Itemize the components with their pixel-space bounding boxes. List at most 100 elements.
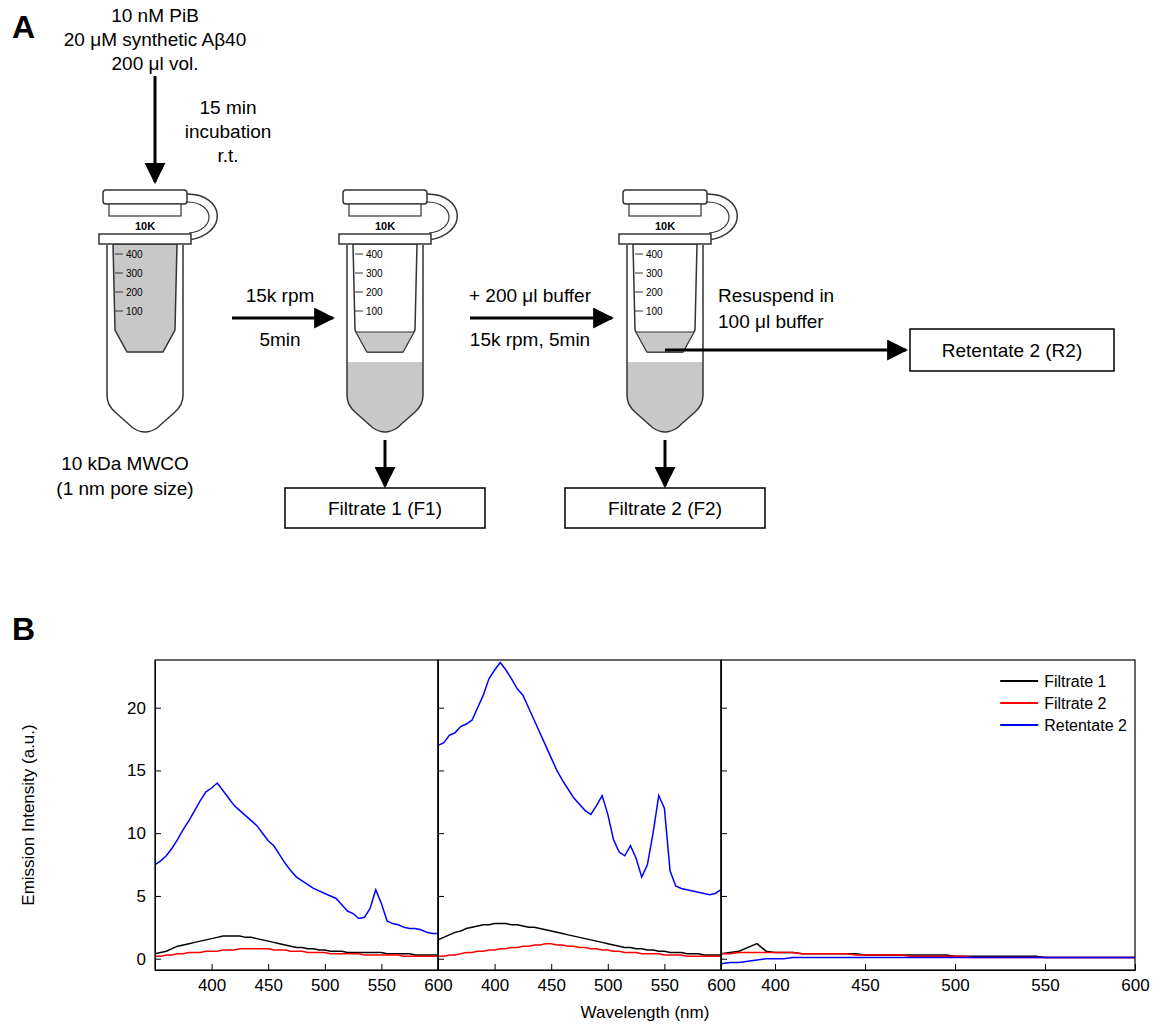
x-axis: 400450500550600 (439, 964, 736, 995)
tube-hinge (707, 194, 737, 240)
y-tick (438, 833, 444, 834)
y-tick-mark (721, 959, 727, 960)
x-tick-label: 550 (1031, 976, 1059, 995)
arrow (154, 76, 157, 182)
line-series (438, 663, 721, 895)
arrow (470, 317, 612, 320)
tube-cap (349, 204, 421, 216)
y-tick-mark (155, 833, 161, 834)
legend-label: Retentate 2 (1044, 717, 1127, 734)
tube-rim (339, 234, 431, 244)
y-tick (438, 959, 444, 960)
y-axis-line (155, 661, 156, 971)
y-tick: 0 (137, 950, 161, 969)
y-tick-mark (721, 896, 727, 897)
x-tick-label: 400 (761, 976, 789, 995)
y-tick-label: 0 (137, 950, 146, 969)
graduation: 400 (366, 249, 383, 260)
graduation-mark (115, 273, 123, 274)
label: + 200 μl buffer (469, 285, 592, 306)
x-tick-label: 500 (941, 976, 969, 995)
box (910, 329, 1114, 371)
y-tick: 10 (127, 824, 161, 843)
tube-cap (343, 190, 427, 204)
y-tick-mark (721, 708, 727, 709)
graduation: 200 (126, 287, 143, 298)
tube-body (627, 245, 703, 432)
label: 10 kDa MWCO (61, 453, 189, 474)
graduation-mark (115, 292, 123, 293)
label: 200 μl vol. (112, 53, 199, 74)
tube-label: 10K (375, 220, 395, 232)
tube-hinge (427, 202, 449, 233)
panel-a: A10 nM PiB20 μM synthetic Aβ40200 μl vol… (12, 5, 1114, 528)
filter-insert (113, 244, 177, 352)
line-series (438, 924, 721, 955)
tube-outline (107, 245, 183, 432)
x-tick: 450 (255, 964, 283, 995)
y-tick-mark (438, 959, 444, 960)
x-tick: 550 (1031, 964, 1059, 995)
y-tick-mark (155, 770, 161, 771)
x-tick-label: 600 (1121, 976, 1149, 995)
y-tick-mark (721, 833, 727, 834)
label: (1 nm pore size) (56, 478, 193, 499)
filtrate-liquid (347, 362, 423, 432)
x-tick-label: 600 (424, 976, 452, 995)
x-tick-label: 450 (538, 976, 566, 995)
x-tick-mark (775, 964, 776, 970)
y-axis-line (438, 661, 439, 971)
plot-area (721, 944, 1135, 964)
line-series (155, 949, 438, 957)
panel-letter: B (12, 611, 35, 647)
legend: Filtrate 1 Filtrate 2 Retentate 2 (1000, 673, 1127, 734)
x-tick-mark (865, 964, 866, 970)
legend-label: Filtrate 2 (1044, 695, 1106, 712)
chart-panel: 400 450 500 550 600 Filtrate 1 Filtrate 2 Reten… (721, 660, 1150, 995)
x-tick-label: 450 (255, 976, 283, 995)
x-axis: 400 450 500 550 600 (722, 964, 1150, 995)
x-tick: 500 (594, 964, 622, 995)
box (285, 488, 485, 528)
x-tick-mark (664, 964, 665, 970)
label: incubation (185, 121, 272, 142)
x-tick-label: 550 (368, 976, 396, 995)
label: Resuspend in (718, 285, 834, 306)
line-series (721, 944, 1135, 958)
tube: 10K400300200100 (339, 190, 457, 432)
plot-frame (155, 660, 438, 970)
y-tick-mark (438, 770, 444, 771)
chart-panel: 40045050055060005101520 (127, 660, 453, 995)
x-tick-label: 400 (198, 976, 226, 995)
label: 15 min (199, 97, 256, 118)
retentate (356, 332, 414, 352)
plot-area (155, 783, 438, 956)
y-axis-line (721, 661, 722, 971)
x-tick-mark (495, 964, 496, 970)
x-axis-line (156, 970, 439, 971)
figure: A10 nM PiB20 μM synthetic Aβ40200 μl vol… (0, 0, 1165, 1032)
graduation-mark (355, 273, 363, 274)
tube-hinge (187, 194, 217, 240)
graduation-mark (355, 254, 363, 255)
graduation-mark (355, 311, 363, 312)
x-tick-label: 450 (851, 976, 879, 995)
box-label: Filtrate 2 (F2) (608, 498, 722, 519)
y-tick (721, 770, 727, 771)
legend-label: Filtrate 1 (1044, 673, 1106, 690)
x-tick: 500 (941, 964, 969, 995)
legend-swatch (1000, 702, 1038, 704)
x-tick: 400 (198, 964, 226, 995)
label: r.t. (217, 145, 238, 166)
y-axis-title: Emission Intensity (a.u.) (19, 724, 38, 905)
y-tick (438, 896, 444, 897)
x-tick-mark (608, 964, 609, 970)
x-tick-mark (212, 964, 213, 970)
graduation: 200 (646, 287, 663, 298)
arrow (664, 440, 667, 486)
y-tick (721, 896, 727, 897)
plot-frame (438, 660, 721, 970)
line-series (721, 952, 1135, 957)
label: 100 μl buffer (718, 311, 824, 332)
line-series (438, 944, 721, 957)
